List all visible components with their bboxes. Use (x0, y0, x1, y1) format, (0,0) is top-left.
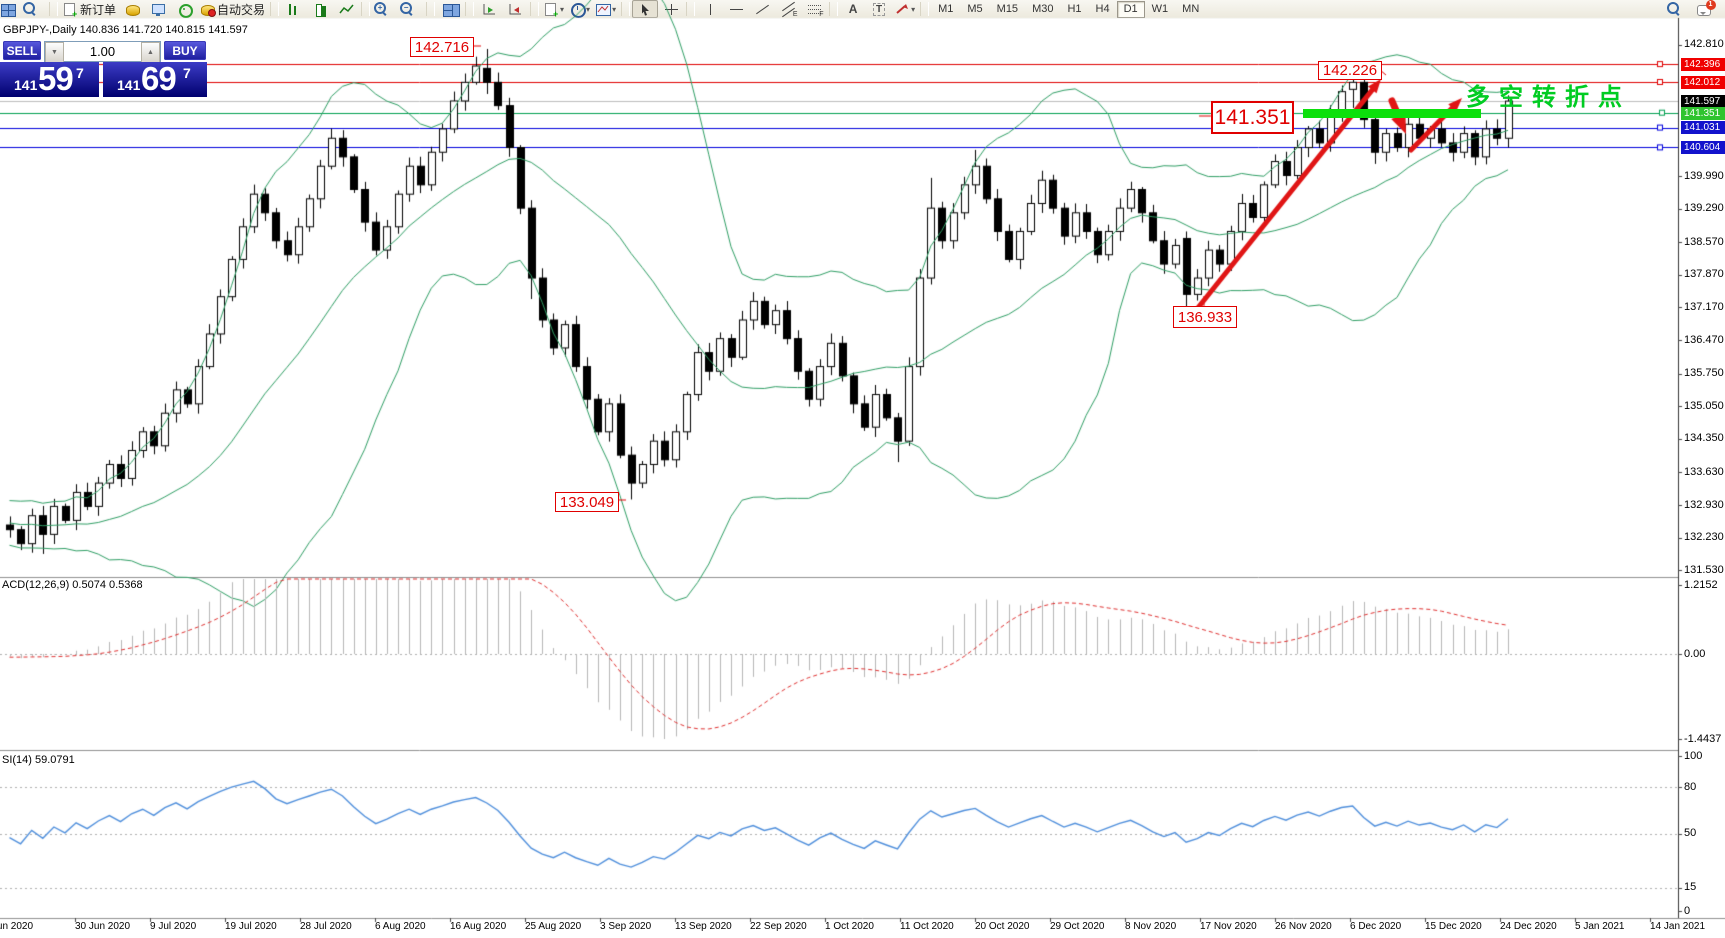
price-tick: 138.570 (1684, 235, 1724, 248)
price-annotation-box: 133.049 (555, 492, 619, 512)
date-label: 17 Nov 2020 (1200, 921, 1257, 932)
date-label: 6 Dec 2020 (1350, 921, 1402, 932)
price-annotation-box: 142.226 (1318, 61, 1382, 80)
price-annotation-box: 141.351 (1211, 101, 1294, 134)
date-label: 21 Jun 2020 (0, 921, 34, 932)
sell-price-sup: 7 (76, 65, 84, 81)
date-label: 20 Oct 2020 (975, 921, 1030, 932)
date-label: 5 Jan 2021 (1575, 921, 1625, 932)
date-label: 30 Jun 2020 (75, 921, 131, 932)
indicator-tick: 100 (1684, 749, 1703, 762)
date-label: 9 Jul 2020 (150, 921, 197, 932)
buy-price-sup: 7 (183, 65, 191, 81)
price-tick: 142.810 (1684, 38, 1724, 51)
price-tick: 137.170 (1684, 300, 1724, 313)
date-label: 11 Oct 2020 (900, 921, 954, 932)
sell-price-panel[interactable]: 141 59 7 (0, 60, 99, 97)
indicator-tick: 0.00 (1684, 647, 1706, 660)
date-label: 14 Jan 2021 (1650, 921, 1706, 932)
buy-button[interactable]: BUY (164, 41, 206, 60)
price-tick: 137.870 (1684, 268, 1724, 281)
pivot-note: 多空转折点 (1466, 84, 1631, 111)
date-label: 1 Oct 2020 (825, 921, 874, 932)
date-label: 3 Sep 2020 (600, 921, 652, 932)
date-label: 16 Aug 2020 (450, 921, 507, 932)
chart-title: GBPJPY-,Daily 140.836 141.720 140.815 14… (3, 24, 248, 36)
indicator-tick: 80 (1684, 780, 1697, 793)
date-label: 15 Dec 2020 (1425, 921, 1482, 932)
buy-price-big: 69 (141, 60, 177, 97)
indicator-tick: 1.2152 (1684, 578, 1718, 591)
indicator-tick: -1.4437 (1684, 732, 1722, 745)
indicator-tick: 0 (1684, 904, 1691, 917)
price-badge: 140.604 (1681, 140, 1725, 154)
buy-price-panel[interactable]: 141 69 7 (103, 60, 207, 97)
price-tick: 136.470 (1684, 333, 1724, 346)
buy-price-handle: 141 (117, 77, 141, 93)
date-label: 19 Jul 2020 (225, 921, 277, 932)
date-label: 26 Nov 2020 (1275, 921, 1332, 932)
price-badge: 142.396 (1681, 57, 1725, 71)
price-tick: 132.230 (1684, 531, 1724, 544)
date-label: 25 Aug 2020 (525, 921, 582, 932)
sell-button[interactable]: SELL (3, 41, 41, 60)
price-tick: 135.050 (1684, 399, 1724, 412)
price-tick: 133.630 (1684, 465, 1724, 478)
volume-value[interactable]: 1.00 (89, 44, 116, 59)
price-tick: 139.290 (1684, 202, 1724, 215)
date-label: 22 Sep 2020 (750, 921, 807, 932)
sell-price-big: 59 (38, 60, 74, 97)
support-bar-annotation (1303, 109, 1481, 118)
date-label: 8 Nov 2020 (1125, 921, 1177, 932)
one-click-trading-panel: SELL ▼ 1.00 ▲ BUY 141 59 7 141 69 7 (0, 40, 210, 97)
price-badge: 141.351 (1681, 106, 1725, 120)
price-tick: 134.350 (1684, 432, 1724, 445)
sell-price-handle: 141 (14, 77, 38, 93)
date-label: 6 Aug 2020 (375, 921, 426, 932)
date-label: 24 Dec 2020 (1500, 921, 1557, 932)
rsi-label: SI(14) 59.0791 (2, 754, 75, 766)
price-tick: 131.530 (1684, 563, 1724, 576)
price-annotation-box: 136.933 (1173, 306, 1237, 328)
price-badge: 141.597 (1681, 94, 1725, 108)
price-annotation-box: 142.716 (410, 37, 474, 57)
price-tick: 139.990 (1684, 169, 1724, 182)
price-badge: 141.031 (1681, 121, 1725, 134)
price-tick: 135.750 (1684, 367, 1724, 380)
price-badge: 142.012 (1681, 75, 1725, 89)
macd-label: ACD(12,26,9) 0.5074 0.5368 (2, 579, 143, 591)
volume-up-button[interactable]: ▲ (141, 42, 160, 63)
date-label: 13 Sep 2020 (675, 921, 732, 932)
date-label: 28 Jul 2020 (300, 921, 352, 932)
volume-spinner[interactable]: ▼ 1.00 ▲ (44, 41, 161, 63)
indicator-tick: 15 (1684, 881, 1697, 894)
price-tick: 132.930 (1684, 498, 1724, 511)
date-label: 29 Oct 2020 (1050, 921, 1105, 932)
indicator-tick: 50 (1684, 827, 1697, 839)
